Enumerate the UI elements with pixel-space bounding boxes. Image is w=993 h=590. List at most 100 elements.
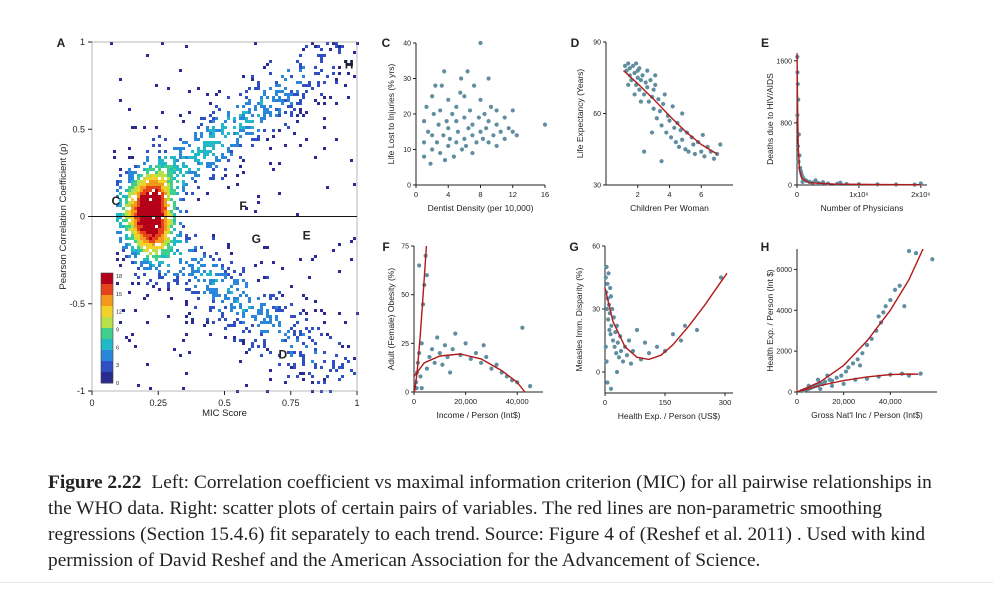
- data-point: [673, 140, 678, 145]
- density-cell: [125, 198, 128, 201]
- density-cell: [167, 180, 170, 183]
- density-cell: [242, 330, 245, 333]
- density-cell: [218, 159, 221, 162]
- density-cell: [149, 204, 152, 207]
- density-cell: [152, 207, 155, 210]
- data-point: [609, 323, 614, 328]
- density-cell: [203, 270, 206, 273]
- density-cell: [290, 90, 293, 93]
- density-cell: [152, 237, 155, 240]
- density-cell: [332, 66, 335, 69]
- density-cell: [152, 192, 155, 195]
- density-cell: [161, 261, 164, 264]
- data-point: [465, 69, 470, 74]
- density-cell: [335, 369, 338, 372]
- data-point: [637, 87, 642, 92]
- data-point: [628, 361, 634, 366]
- density-cell: [287, 126, 290, 129]
- density-cell: [302, 96, 305, 99]
- density-cell: [164, 186, 167, 189]
- density-cell: [263, 105, 266, 108]
- density-cell: [164, 237, 167, 240]
- y-tick-label: 0: [788, 390, 792, 397]
- density-cell: [254, 87, 257, 90]
- density-cell: [158, 210, 161, 213]
- density-cell: [326, 186, 329, 189]
- density-cell: [209, 291, 212, 294]
- density-cell: [173, 171, 176, 174]
- density-cell: [170, 198, 173, 201]
- density-cell: [164, 228, 167, 231]
- density-cell: [314, 156, 317, 159]
- density-cell: [296, 375, 299, 378]
- density-cell: [134, 240, 137, 243]
- density-cell: [299, 81, 302, 84]
- density-cell: [281, 102, 284, 105]
- density-cell: [227, 243, 230, 246]
- data-point: [651, 87, 656, 92]
- density-cell: [344, 60, 347, 63]
- density-cell: [158, 231, 161, 234]
- density-cell: [185, 45, 188, 48]
- y-tick-label: 30: [592, 307, 600, 314]
- density-cell: [128, 225, 131, 228]
- density-cell: [188, 237, 191, 240]
- density-cell: [131, 210, 134, 213]
- density-cell: [167, 171, 170, 174]
- density-cell: [146, 246, 149, 249]
- density-cell: [257, 87, 260, 90]
- density-cell: [209, 114, 212, 117]
- panel-letter: D: [571, 36, 580, 50]
- data-point: [906, 248, 912, 254]
- density-cell: [302, 372, 305, 375]
- density-cell: [221, 129, 224, 132]
- density-cell: [356, 42, 359, 45]
- density-cell: [188, 273, 191, 276]
- density-cell: [278, 324, 281, 327]
- data-point: [855, 357, 860, 362]
- density-cell: [281, 90, 284, 93]
- data-point: [606, 317, 611, 322]
- density-cell: [152, 138, 155, 141]
- colorbar-segment: [101, 292, 113, 296]
- density-cell: [245, 102, 248, 105]
- density-cell: [338, 72, 341, 75]
- density-cell: [296, 90, 299, 93]
- density-cell: [203, 144, 206, 147]
- density-cell: [197, 150, 200, 153]
- density-cell: [200, 162, 203, 165]
- density-cell: [179, 354, 182, 357]
- density-cell: [332, 360, 335, 363]
- y-axis-label: Deaths due to HIV/AIDS: [765, 73, 775, 165]
- density-cell: [305, 111, 308, 114]
- density-cell: [308, 372, 311, 375]
- density-cell: [134, 345, 137, 348]
- density-cell: [143, 192, 146, 195]
- density-cell: [167, 243, 170, 246]
- data-point: [454, 104, 459, 109]
- density-cell: [227, 132, 230, 135]
- density-cell: [257, 114, 260, 117]
- density-cell: [221, 153, 224, 156]
- colorbar-tick-label: 12: [116, 310, 122, 316]
- density-cell: [242, 171, 245, 174]
- density-cell: [176, 168, 179, 171]
- density-cell: [287, 375, 290, 378]
- density-cell: [161, 204, 164, 207]
- density-cell: [353, 372, 356, 375]
- density-cell: [338, 270, 341, 273]
- density-cell: [173, 216, 176, 219]
- density-cell: [116, 282, 119, 285]
- density-cell: [149, 165, 152, 168]
- density-cell: [155, 204, 158, 207]
- y-tick-label: 0: [596, 370, 600, 377]
- density-cell: [137, 186, 140, 189]
- density-cell: [302, 363, 305, 366]
- density-cell: [185, 165, 188, 168]
- density-cell: [179, 147, 182, 150]
- density-cell: [272, 324, 275, 327]
- density-cell: [299, 69, 302, 72]
- density-cell: [209, 132, 212, 135]
- data-point: [446, 143, 451, 149]
